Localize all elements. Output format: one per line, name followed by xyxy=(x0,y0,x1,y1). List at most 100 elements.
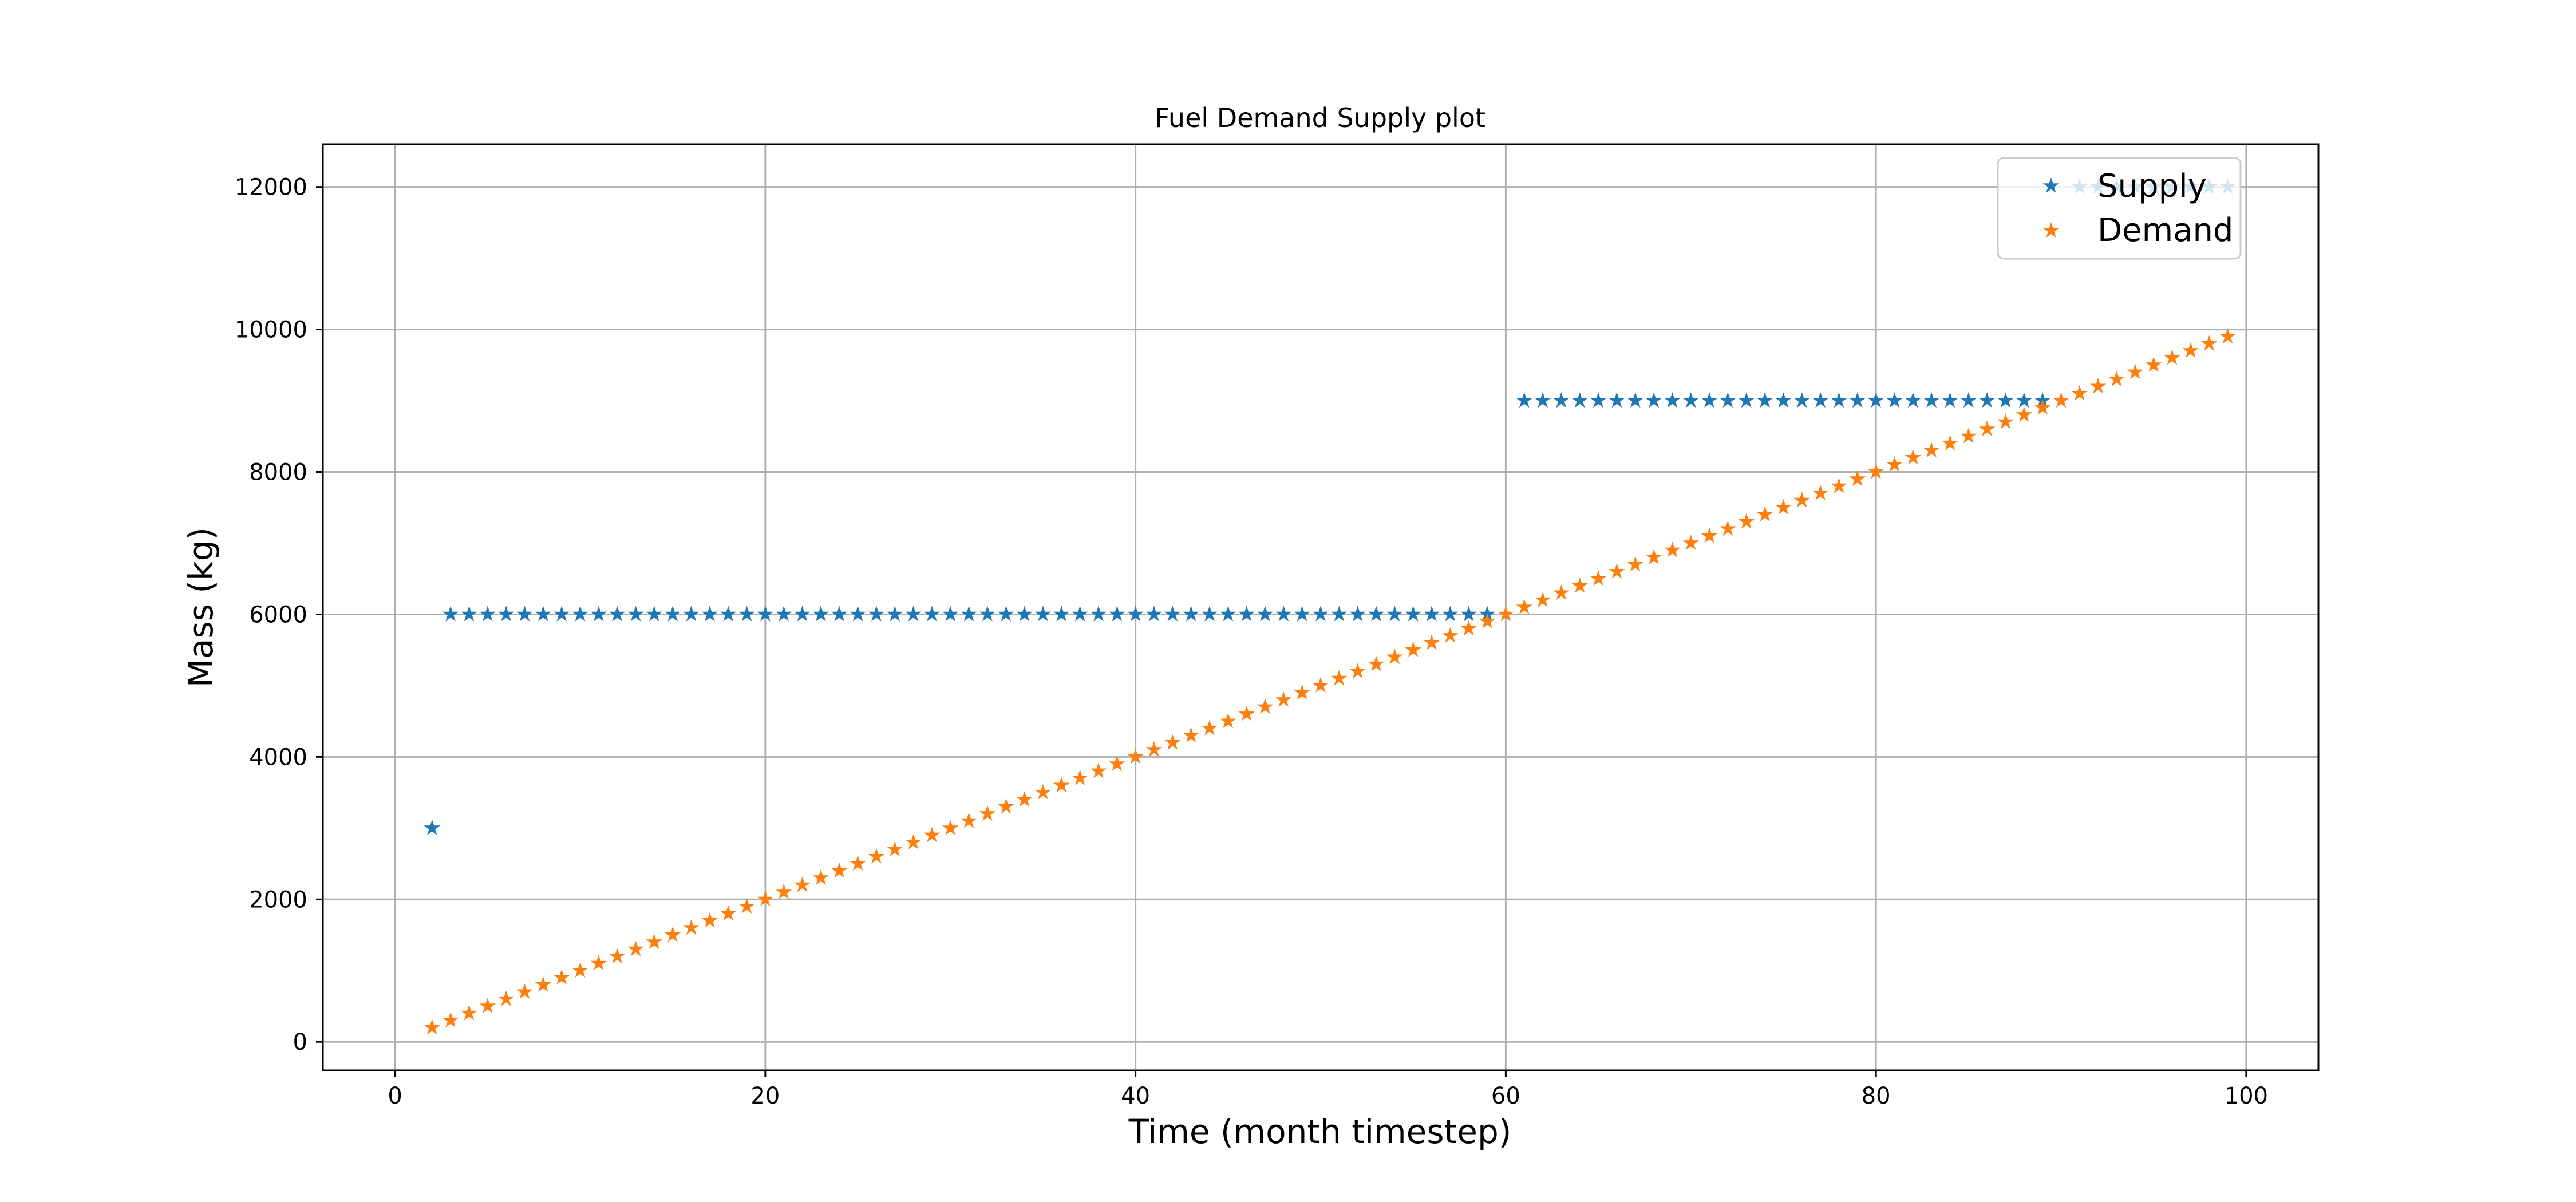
x-tick-label: 0 xyxy=(388,1083,402,1109)
y-tick-label: 2000 xyxy=(249,887,307,913)
supply-point xyxy=(1720,392,1736,408)
legend: Supply Demand xyxy=(1997,157,2242,260)
demand-point xyxy=(1405,641,1421,657)
supply-point xyxy=(609,606,626,622)
y-tick-label: 10000 xyxy=(235,317,307,343)
demand-point xyxy=(1312,677,1329,693)
demand-point xyxy=(720,905,737,921)
supply-point xyxy=(1145,606,1163,622)
supply-point xyxy=(1053,606,1070,622)
demand-point xyxy=(1720,520,1736,536)
supply-point xyxy=(850,606,866,622)
supply-point xyxy=(1220,606,1236,622)
demand-point xyxy=(1627,556,1643,572)
supply-point xyxy=(1886,392,1903,408)
plot-frame xyxy=(322,143,2320,1071)
supply-point xyxy=(1849,392,1866,408)
supply-point xyxy=(1368,606,1385,622)
demand-point xyxy=(850,855,866,871)
supply-point xyxy=(1442,606,1459,622)
legend-label-demand: Demand xyxy=(2097,212,2233,249)
demand-point xyxy=(1127,748,1144,764)
demand-point xyxy=(1701,527,1718,543)
supply-point xyxy=(1275,606,1292,622)
supply-point xyxy=(535,606,552,622)
supply-point xyxy=(1942,392,1958,408)
demand-point xyxy=(1331,670,1348,686)
supply-point xyxy=(1831,392,1847,408)
demand-point xyxy=(942,819,959,835)
supply-point xyxy=(961,606,977,622)
demand-point xyxy=(1498,606,1514,622)
demand-point xyxy=(1793,492,1810,508)
demand-point xyxy=(516,983,533,999)
demand-point xyxy=(1775,499,1792,515)
demand-point xyxy=(1386,649,1403,665)
demand-point xyxy=(1553,584,1570,600)
supply-point xyxy=(1127,606,1144,622)
demand-point xyxy=(479,998,496,1014)
demand-point xyxy=(2053,392,2069,408)
demand-point xyxy=(1183,727,1199,743)
demand-point xyxy=(1220,713,1236,729)
supply-point xyxy=(1775,392,1792,408)
x-tick-label: 60 xyxy=(1491,1083,1520,1109)
demand-point xyxy=(1756,506,1773,522)
supply-point xyxy=(442,606,459,622)
legend-box xyxy=(1997,157,2242,260)
supply-point xyxy=(1682,392,1699,408)
demand-point xyxy=(461,1005,477,1021)
supply-point xyxy=(572,606,588,622)
demand-point xyxy=(905,833,922,849)
demand-point xyxy=(738,897,755,914)
demand-point xyxy=(2200,335,2218,351)
legend-label-supply: Supply xyxy=(2097,168,2207,205)
supply-point xyxy=(1701,392,1718,408)
supply-point xyxy=(627,606,644,622)
x-tick-label: 40 xyxy=(1121,1083,1150,1109)
demand-point xyxy=(1164,734,1181,750)
supply-point xyxy=(979,606,996,622)
supply-point xyxy=(1553,392,1570,408)
supply-point xyxy=(1793,392,1810,408)
demand-point xyxy=(775,883,792,899)
supply-point xyxy=(1405,606,1421,622)
supply-point xyxy=(923,606,941,622)
demand-point xyxy=(2127,363,2144,379)
supply-point xyxy=(1164,606,1181,622)
supply-point xyxy=(868,606,885,622)
x-tick-label: 80 xyxy=(1862,1083,1891,1109)
supply-point xyxy=(1257,606,1274,622)
supply-point xyxy=(887,606,903,622)
supply-point xyxy=(1978,392,1996,408)
demand-point xyxy=(1257,698,1274,714)
supply-point xyxy=(998,606,1014,622)
supply-point xyxy=(1072,606,1088,622)
supply-point xyxy=(2016,392,2033,408)
demand-point xyxy=(572,962,588,978)
supply-point xyxy=(720,606,737,622)
demand-point xyxy=(1738,513,1755,529)
supply-point xyxy=(794,606,811,622)
demand-point xyxy=(1534,591,1551,607)
supply-point xyxy=(1294,606,1310,622)
demand-point xyxy=(609,947,626,963)
supply-point xyxy=(1460,606,1477,622)
demand-point xyxy=(1016,791,1033,807)
demand-point xyxy=(1294,684,1310,700)
demand-point xyxy=(627,940,644,956)
demand-point xyxy=(1109,755,1125,771)
demand-point xyxy=(794,876,811,892)
supply-point xyxy=(701,606,718,622)
demand-point xyxy=(1978,420,1996,436)
demand-point xyxy=(1942,434,1958,450)
demand-point xyxy=(2182,342,2199,358)
y-tick-label: 4000 xyxy=(249,744,307,770)
demand-point xyxy=(2145,356,2162,372)
demand-point xyxy=(590,955,607,971)
demand-point xyxy=(1923,442,1940,458)
demand-point xyxy=(1590,570,1607,586)
supply-point xyxy=(775,606,792,622)
supply-point xyxy=(1331,606,1348,622)
